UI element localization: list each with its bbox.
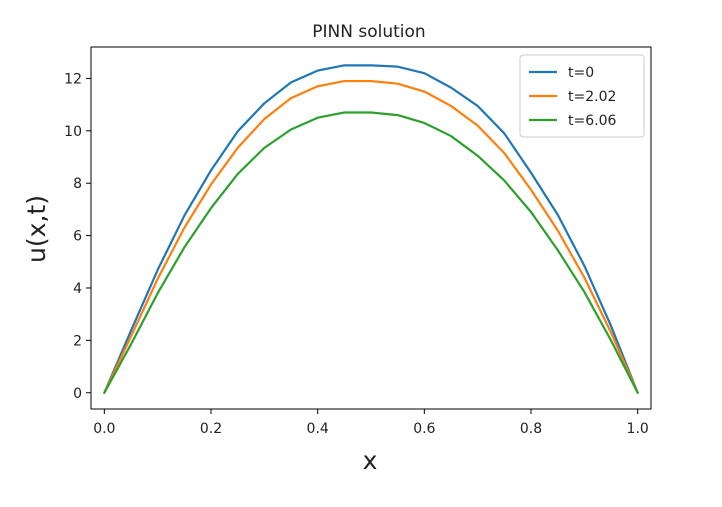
y-tick-label: 8 [73, 176, 82, 192]
axes: 0.0 0.2 0.4 0.6 0.8 1.0 0 2 4 6 8 10 12 [64, 46, 652, 437]
legend-box [519, 54, 645, 138]
series-line-1 [103, 79, 639, 394]
x-tick-label: 0.2 [200, 421, 222, 437]
chart-title: PINN solution [312, 22, 425, 42]
x-tick-label: 0.4 [307, 421, 329, 437]
x-tick-label: 0.8 [520, 421, 542, 437]
y-tick-label: 2 [73, 333, 82, 349]
y-tick-label: 10 [64, 124, 82, 140]
legend-label: t=6.06 [568, 113, 616, 129]
y-tick-label: 12 [64, 71, 82, 87]
y-tick-label: 4 [73, 281, 82, 297]
legend: t=0 t=2.02 t=6.06 [519, 54, 645, 138]
plot-frame [90, 46, 652, 410]
x-tick-label: 0.6 [413, 421, 435, 437]
y-axis-label: u(x,t) [22, 195, 51, 263]
series-line-2 [103, 111, 639, 394]
y-tick-label: 0 [73, 386, 82, 402]
series-line-0 [103, 64, 639, 394]
x-axis-label: x [363, 446, 378, 475]
y-tick-label: 6 [73, 229, 82, 245]
legend-label: t=0 [568, 65, 594, 81]
x-tick-label: 1.0 [627, 421, 649, 437]
plot-area [103, 64, 639, 394]
x-tick-label: 0.0 [93, 421, 115, 437]
legend-label: t=2.02 [568, 89, 616, 105]
